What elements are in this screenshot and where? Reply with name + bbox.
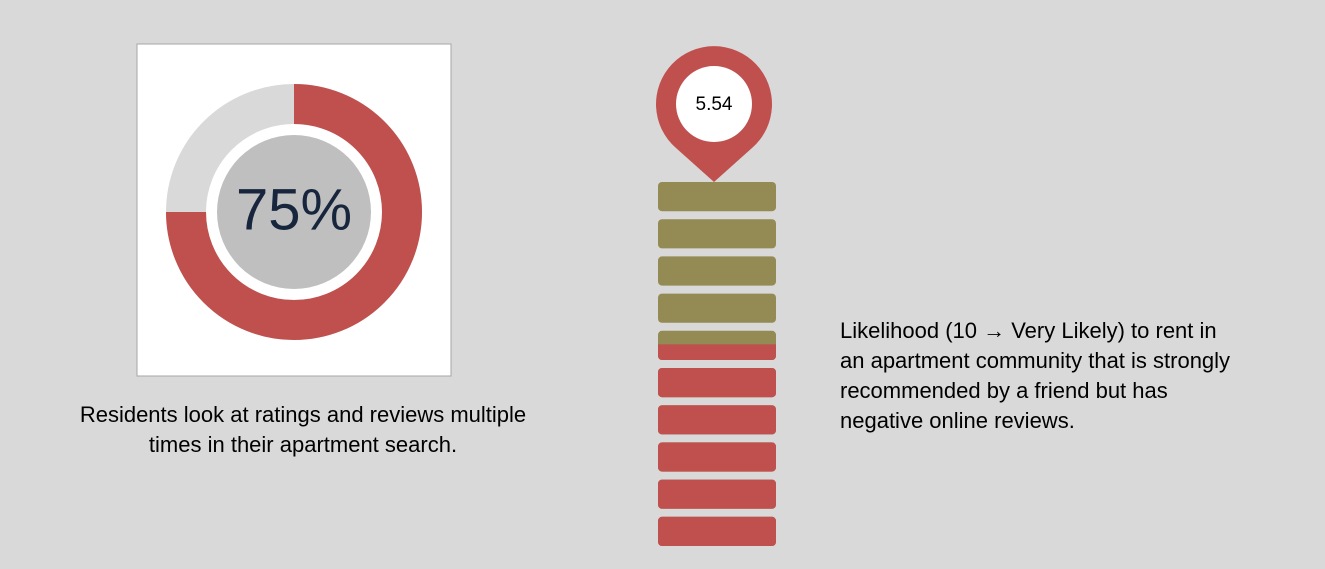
gauge-label: 5.54: [696, 94, 733, 115]
donut-label: 75%: [236, 177, 352, 242]
segment: [658, 219, 776, 249]
pin-center: [676, 66, 752, 142]
gauge-caption: Likelihood (10 → Very Likely) to rent in…: [840, 318, 1231, 433]
segment: [658, 182, 776, 212]
segment: [658, 256, 776, 286]
donut-center: [217, 135, 371, 289]
donut-caption: Residents look at ratings and reviews mu…: [79, 402, 527, 457]
gauge-fill: [658, 344, 776, 546]
donut-arc: [166, 84, 422, 340]
segment: [658, 293, 776, 323]
